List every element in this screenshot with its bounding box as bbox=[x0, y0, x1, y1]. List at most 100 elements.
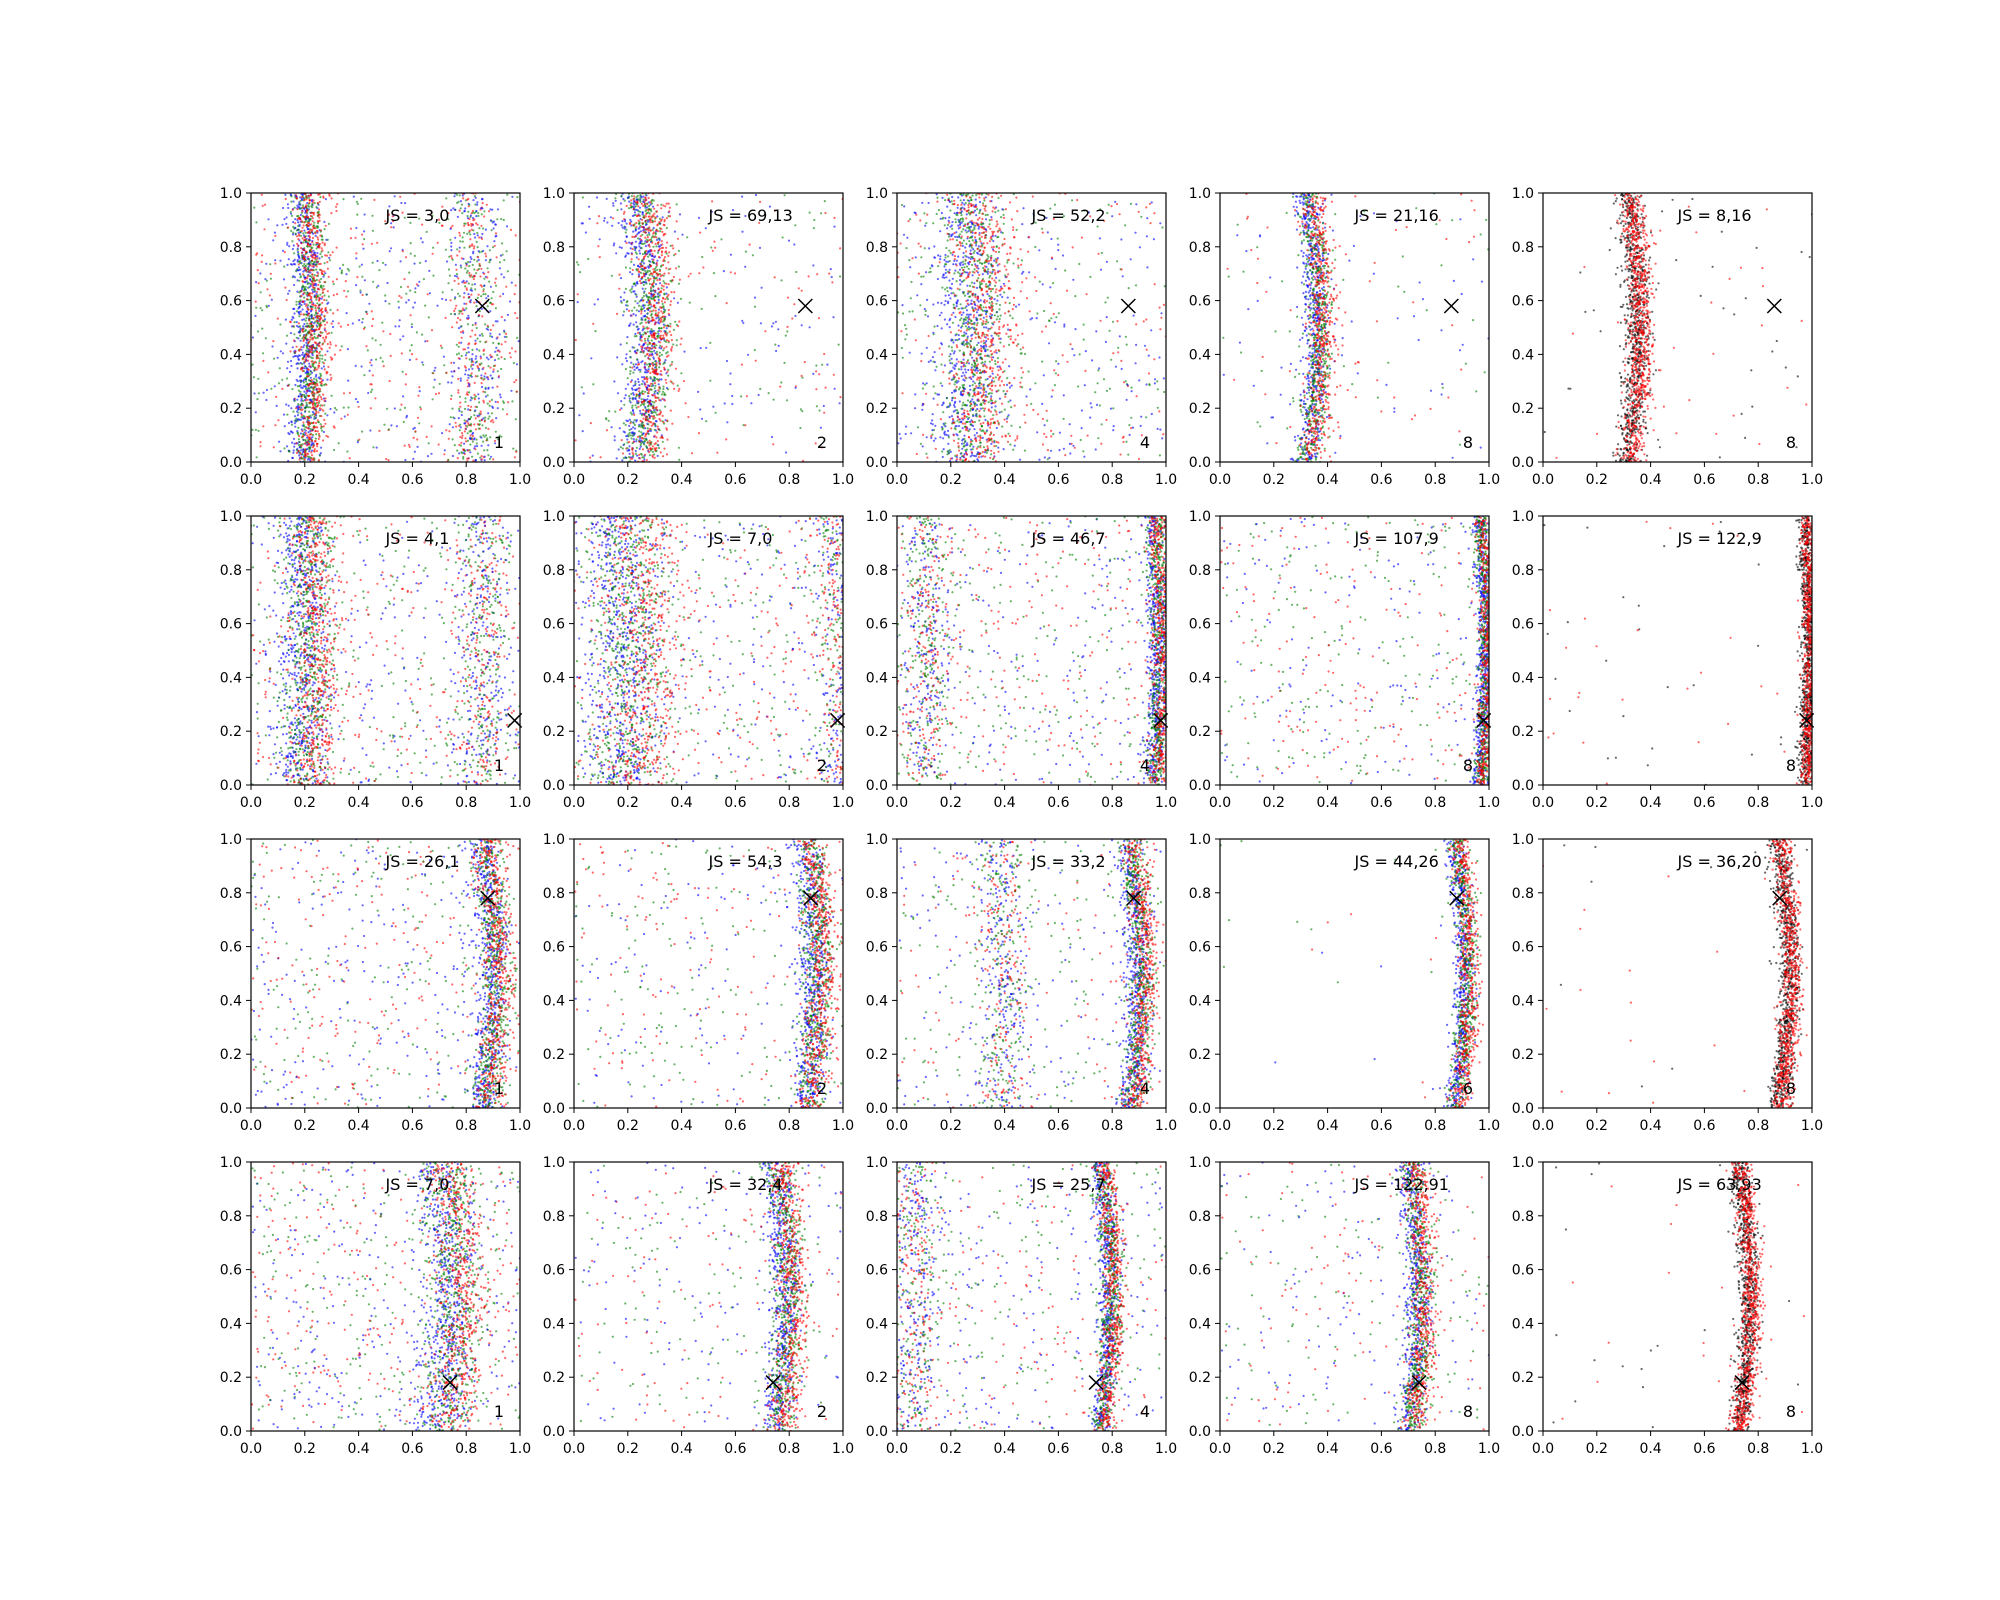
scatter-point bbox=[1008, 302, 1011, 305]
scatter-point bbox=[260, 260, 263, 263]
scatter-point bbox=[320, 247, 323, 250]
scatter-point bbox=[651, 261, 654, 264]
scatter-point bbox=[464, 427, 467, 430]
scatter-point bbox=[330, 331, 333, 334]
scatter-point bbox=[312, 290, 315, 293]
scatter-point bbox=[295, 300, 298, 303]
scatter-point bbox=[481, 315, 484, 318]
scatter-point bbox=[729, 271, 732, 274]
scatter-point bbox=[833, 387, 836, 390]
scatter-point bbox=[292, 260, 295, 263]
scatter-point bbox=[654, 352, 657, 355]
scatter-point bbox=[276, 356, 279, 359]
scatter-point bbox=[609, 216, 613, 219]
scatter-point bbox=[371, 374, 374, 377]
scatter-point bbox=[656, 313, 659, 316]
scatter-point bbox=[398, 319, 401, 322]
scatter-point bbox=[311, 345, 314, 349]
scatter-point bbox=[400, 296, 403, 299]
scatter-point bbox=[311, 436, 314, 439]
scatter-point bbox=[295, 336, 298, 339]
scatter-point bbox=[306, 441, 309, 444]
scatter-point bbox=[489, 219, 492, 222]
scatter-point bbox=[655, 368, 658, 372]
scatter-point bbox=[800, 324, 803, 327]
scatter-point bbox=[289, 212, 293, 215]
scatter-point bbox=[660, 310, 663, 313]
scatter-point bbox=[644, 240, 647, 243]
scatter-point bbox=[1049, 207, 1052, 210]
scatter-point bbox=[471, 435, 475, 438]
scatter-point bbox=[514, 350, 517, 353]
scatter-point bbox=[948, 249, 951, 252]
scatter-point bbox=[265, 262, 268, 265]
scatter-point bbox=[257, 429, 260, 432]
scatter-point bbox=[389, 354, 392, 357]
scatter-point bbox=[635, 269, 639, 272]
scatter-point bbox=[753, 305, 757, 308]
scatter-point bbox=[314, 311, 318, 314]
scatter-point bbox=[299, 452, 302, 455]
scatter-point bbox=[321, 295, 324, 298]
scatter-point bbox=[306, 291, 309, 294]
scatter-point bbox=[297, 228, 300, 231]
scatter-point bbox=[785, 399, 789, 402]
scatter-point bbox=[628, 395, 631, 398]
scatter-point bbox=[1143, 344, 1147, 347]
scatter-point bbox=[647, 423, 650, 426]
scatter-point bbox=[347, 323, 350, 326]
scatter-point bbox=[326, 311, 329, 314]
scatter-point bbox=[313, 448, 316, 451]
scatter-point bbox=[311, 220, 314, 223]
scatter-point bbox=[293, 312, 296, 315]
scatter-point bbox=[419, 261, 422, 264]
scatter-point bbox=[432, 246, 435, 249]
scatter-point bbox=[292, 355, 295, 358]
scatter-point bbox=[306, 447, 309, 451]
scatter-point bbox=[949, 238, 952, 241]
scatter-point bbox=[306, 215, 309, 218]
scatter-point bbox=[329, 378, 332, 381]
scatter-point bbox=[475, 355, 478, 358]
scatter-point bbox=[598, 256, 601, 259]
scatter-point bbox=[303, 258, 306, 261]
scatter-point bbox=[469, 238, 472, 241]
scatter-point bbox=[278, 440, 281, 443]
scatter-point bbox=[414, 287, 417, 290]
scatter-point bbox=[503, 319, 506, 322]
scatter-point bbox=[504, 332, 508, 335]
scatter-point bbox=[320, 307, 324, 310]
scatter-point bbox=[455, 193, 458, 196]
scatter-point bbox=[288, 370, 292, 373]
scatter-point bbox=[302, 300, 305, 304]
scatter-point bbox=[671, 244, 674, 247]
scatter-point bbox=[465, 440, 468, 443]
scatter-point bbox=[467, 368, 471, 371]
scatter-point bbox=[505, 225, 509, 228]
scatter-point bbox=[618, 427, 621, 430]
scatter-point bbox=[644, 410, 647, 413]
scatter-point bbox=[303, 221, 306, 224]
scatter-point bbox=[463, 419, 466, 422]
scatter-point bbox=[626, 377, 629, 380]
scatter-point bbox=[645, 249, 648, 253]
scatter-point bbox=[286, 413, 289, 416]
scatter-point bbox=[684, 402, 687, 405]
scatter-point bbox=[314, 437, 317, 440]
scatter-point bbox=[642, 376, 646, 379]
scatter-point bbox=[655, 317, 658, 320]
scatter-point bbox=[444, 316, 447, 319]
scatter-point bbox=[443, 364, 446, 367]
scatter-point bbox=[302, 328, 305, 331]
scatter-point bbox=[666, 295, 669, 298]
scatter-point bbox=[308, 406, 312, 409]
scatter-point bbox=[413, 262, 416, 265]
scatter-point bbox=[587, 257, 590, 261]
scatter-point bbox=[632, 392, 635, 395]
scatter-point bbox=[415, 331, 418, 334]
scatter-point bbox=[458, 452, 461, 455]
scatter-point bbox=[301, 264, 304, 267]
scatter-point bbox=[393, 195, 396, 198]
scatter-point bbox=[472, 438, 475, 441]
scatter-point bbox=[330, 394, 333, 397]
